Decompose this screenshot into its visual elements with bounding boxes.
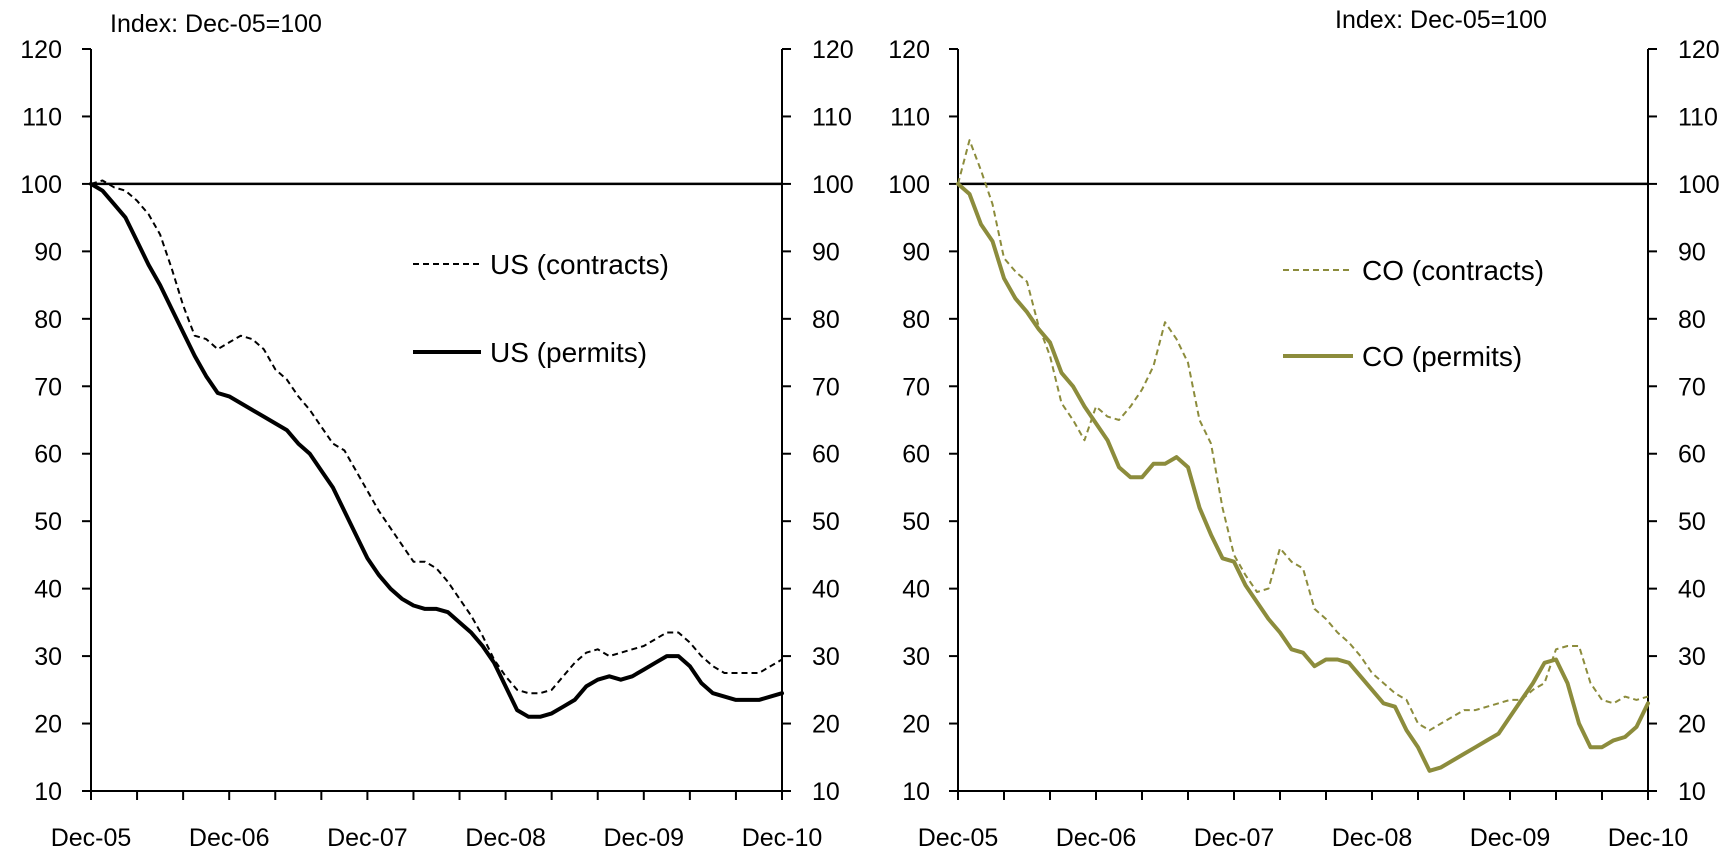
co-y-tick-label-left: 30 — [902, 643, 930, 671]
co-x-tick-label: Dec-09 — [1470, 824, 1551, 852]
legend-label-us-permits: US (permits) — [490, 337, 647, 368]
co-y-tick-label-right: 20 — [1678, 711, 1706, 739]
us-y-tick-label-right: 100 — [812, 171, 854, 199]
co-y-tick-label-left: 80 — [902, 306, 930, 334]
co-y-tick-label-left: 90 — [902, 238, 930, 266]
us-x-tick-label: Dec-07 — [327, 824, 408, 852]
series-line-us-permits — [89, 181, 784, 719]
us-chart-panel: Index: Dec-05=100 10 10 20 20 30 30 40 40 50 50 60… — [20, 10, 853, 852]
co-y-tick-label-left: 50 — [902, 508, 930, 536]
us-y-tick-label-right: 120 — [812, 36, 854, 64]
co-y-tick-label-left: 100 — [888, 171, 930, 199]
us-y-tick-label-right: 50 — [812, 508, 840, 536]
us-y-tick-label-right: 80 — [812, 306, 840, 334]
co-y-tick-label-left: 120 — [888, 36, 930, 64]
us-y-tick-label-right: 40 — [812, 576, 840, 604]
co-x-tick-label: Dec-07 — [1194, 824, 1275, 852]
legend-label-us-contracts: US (contracts) — [490, 249, 669, 280]
co-y-tick-label-left: 70 — [902, 373, 930, 401]
co-y-tick-label-right: 60 — [1678, 441, 1706, 469]
us-y-tick-label-left: 50 — [34, 508, 62, 536]
us-y-tick-label-right: 10 — [812, 778, 840, 806]
us-y-tick-label-right: 70 — [812, 373, 840, 401]
us-y-tick-label-right: 20 — [812, 711, 840, 739]
us-x-tick-label: Dec-06 — [189, 824, 270, 852]
co-y-tick-label-left: 60 — [902, 441, 930, 469]
co-x-tick-label: Dec-05 — [918, 824, 999, 852]
us-y-tick-label-right: 90 — [812, 238, 840, 266]
us-x-tick-label: Dec-05 — [51, 824, 132, 852]
us-y-tick-label-left: 120 — [20, 36, 62, 64]
series-line-us-contracts — [90, 179, 783, 695]
co-x-tick-label: Dec-10 — [1608, 824, 1689, 852]
us-x-tick-label: Dec-09 — [604, 824, 685, 852]
co-y-tick-label-right: 70 — [1678, 373, 1706, 401]
us-y-tick-label-right: 60 — [812, 441, 840, 469]
co-x-tick-label: Dec-06 — [1056, 824, 1137, 852]
co-y-tick-label-right: 10 — [1678, 778, 1706, 806]
co-y-tick-label-right: 90 — [1678, 238, 1706, 266]
co-y-tick-label-right: 110 — [1678, 103, 1718, 131]
us-x-tick-label: Dec-10 — [742, 824, 823, 852]
us-y-tick-label-left: 70 — [34, 373, 62, 401]
us-y-tick-label-left: 100 — [20, 171, 62, 199]
legend-label-co-permits: CO (permits) — [1362, 341, 1522, 372]
us-y-tick-label-right: 30 — [812, 643, 840, 671]
us-y-tick-label-right: 110 — [812, 103, 852, 131]
us-y-tick-label-left: 30 — [34, 643, 62, 671]
us-y-tick-label-left: 40 — [34, 576, 62, 604]
co-y-tick-label-left: 110 — [890, 103, 930, 131]
co-y-tick-label-right: 50 — [1678, 508, 1706, 536]
us-x-tick-label: Dec-08 — [465, 824, 546, 852]
legend-label-co-contracts: CO (contracts) — [1362, 255, 1544, 286]
series-line-co-permits — [956, 181, 1650, 773]
co-y-tick-label-left: 40 — [902, 576, 930, 604]
us-y-tick-label-left: 10 — [34, 778, 62, 806]
co-chart-panel: Index: Dec-05=100 10 10 20 20 30 30 40 40 50 50 60… — [888, 6, 1719, 852]
co-y-tick-label-right: 120 — [1678, 36, 1720, 64]
co-y-tick-label-right: 30 — [1678, 643, 1706, 671]
co-y-tick-label-left: 20 — [902, 711, 930, 739]
co-y-tick-label-right: 40 — [1678, 576, 1706, 604]
co-index-label: Index: Dec-05=100 — [1335, 6, 1547, 34]
series-line-co-contracts — [957, 139, 1649, 732]
us-y-tick-label-left: 110 — [22, 103, 62, 131]
us-index-label: Index: Dec-05=100 — [110, 10, 322, 38]
co-y-tick-label-right: 80 — [1678, 306, 1706, 334]
co-y-tick-label-left: 10 — [902, 778, 930, 806]
us-y-tick-label-left: 20 — [34, 711, 62, 739]
us-y-tick-label-left: 80 — [34, 306, 62, 334]
us-y-tick-label-left: 90 — [34, 238, 62, 266]
co-y-tick-label-right: 100 — [1678, 171, 1720, 199]
co-x-tick-label: Dec-08 — [1332, 824, 1413, 852]
us-y-tick-label-left: 60 — [34, 441, 62, 469]
